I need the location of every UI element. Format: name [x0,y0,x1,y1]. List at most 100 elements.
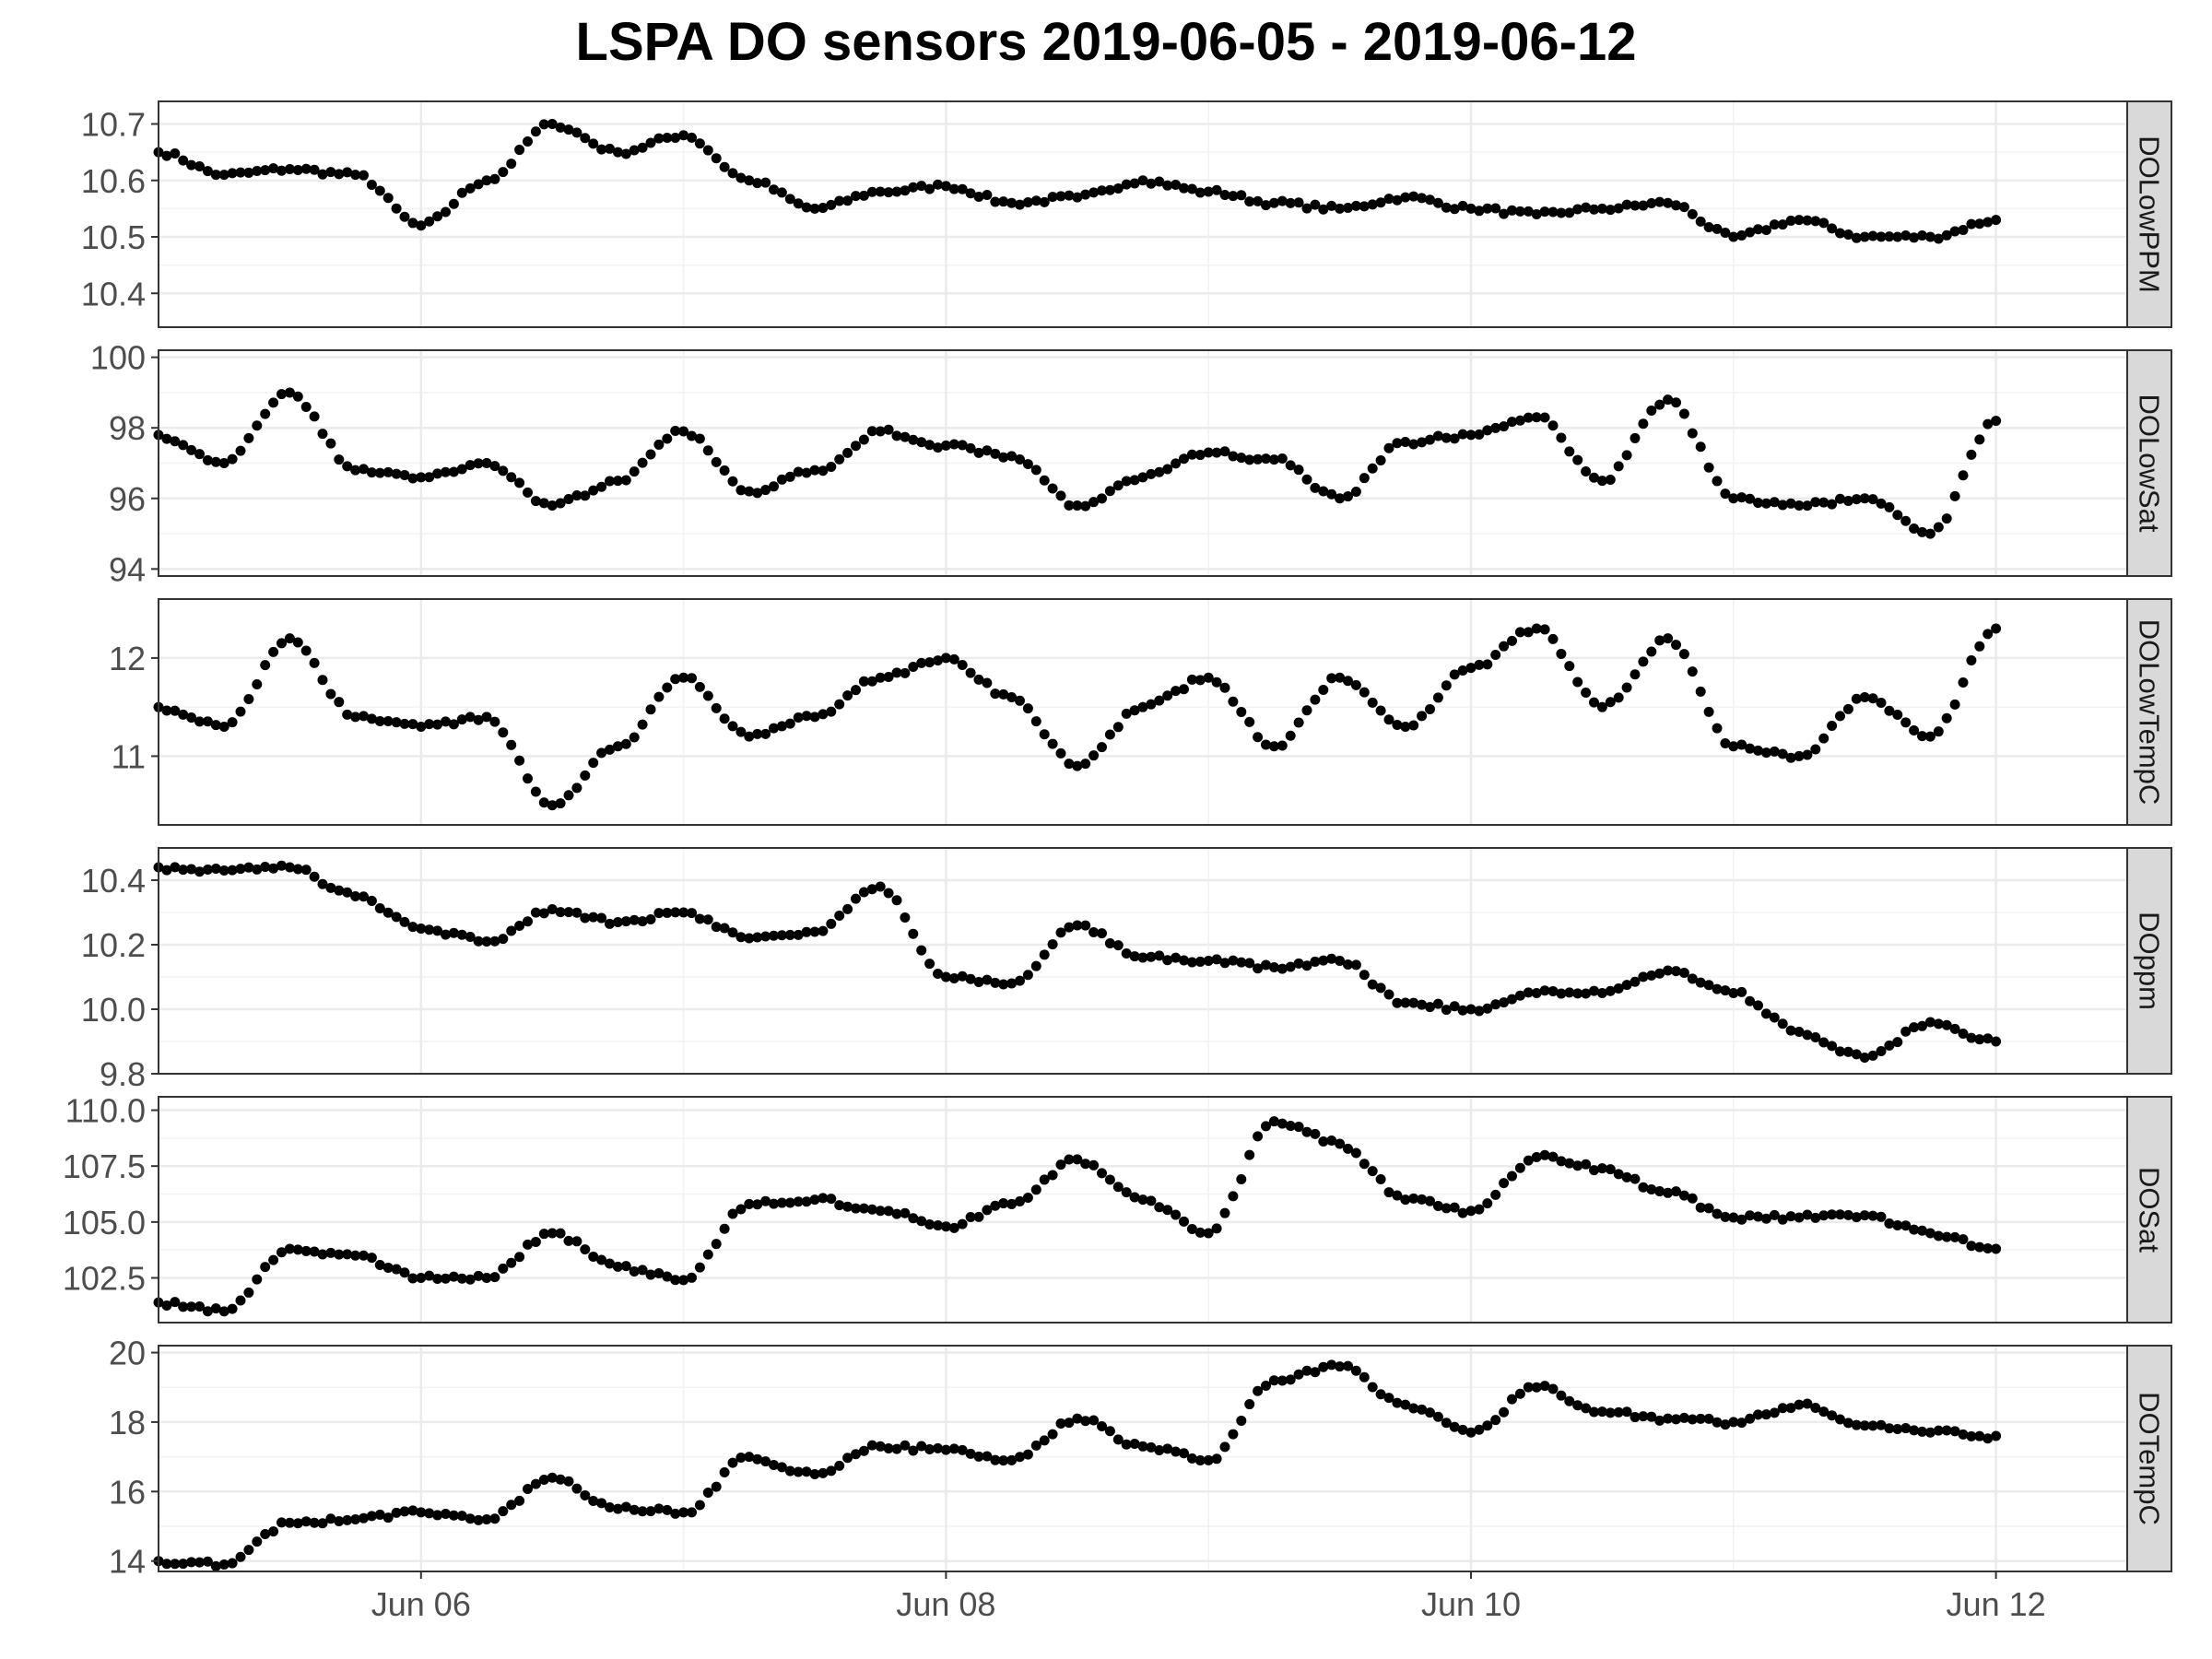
data-point [1425,1407,1435,1418]
data-point [883,671,894,682]
data-point [620,738,631,749]
data-point [1663,197,1674,208]
data-point [1842,703,1853,714]
data-point [1482,1003,1493,1014]
data-point [653,1268,665,1279]
facet-strip [2126,100,2172,328]
data-point [588,1496,599,1507]
data-point [818,1193,829,1204]
data-point [1794,750,1805,761]
data-point [325,438,336,449]
data-point [1293,197,1304,208]
data-point [1933,1425,1944,1436]
data-point [416,924,427,934]
data-point [883,1206,894,1217]
data-point [1810,1402,1821,1413]
data-point [276,165,287,176]
data-point [325,167,336,178]
data-point [563,1476,574,1487]
data-point [1146,699,1157,710]
data-point [883,888,894,899]
y-tick-label: 18 [109,1404,146,1441]
data-point [1343,676,1353,687]
data-point [325,1513,336,1524]
data-point [1760,1213,1771,1224]
data-point [1966,218,1977,229]
data-point [1326,1135,1337,1146]
data-point [382,466,394,477]
data-point [1802,1398,1813,1409]
data-point [776,1197,787,1208]
data-point [719,923,730,934]
data-point [235,864,246,875]
data-point [1720,488,1731,500]
data-point [366,895,377,906]
data-point [1884,1040,1895,1051]
data-point [448,927,459,938]
data-point [498,727,509,738]
data-point [1457,1424,1468,1435]
data-point [687,430,697,441]
data-point [809,203,820,214]
y-tick-label: 12 [109,640,146,677]
data-point [580,133,591,144]
data-point [1162,690,1173,701]
data-point [1015,1452,1025,1463]
data-point [1547,1383,1559,1394]
data-point [1523,627,1534,638]
data-point [1285,197,1296,208]
data-point [1482,425,1493,436]
data-point [1785,215,1796,226]
data-point [498,1263,509,1274]
data-point [1097,1421,1107,1432]
data-point [842,903,853,914]
data-point [1514,1162,1525,1173]
data-point [432,211,443,222]
data-point [948,972,959,983]
data-point [1104,937,1115,948]
data-point [1958,1429,1969,1440]
data-point [456,1511,467,1522]
data-point [957,183,968,194]
data-point [1236,453,1247,464]
data-point [1417,437,1428,448]
data-point [1892,709,1903,720]
data-point [1941,513,1952,524]
data-point [1219,1207,1230,1218]
data-point [334,169,345,180]
data-point [653,439,665,450]
data-point [1695,441,1706,453]
data-point [530,126,541,137]
data-point [1678,649,1689,660]
data-point [1441,202,1452,213]
data-point [1006,692,1018,703]
data-point [940,653,951,664]
data-point [1039,1174,1050,1185]
data-point [973,1211,984,1222]
y-tick-label: 14 [109,1543,146,1581]
data-point [1859,692,1870,703]
y-tick-label: 10.0 [81,991,146,1029]
data-point [735,726,747,737]
data-point [940,181,951,192]
data-point [1736,492,1747,503]
data-point [555,1228,566,1239]
data-point [342,1514,353,1525]
data-point [161,1300,172,1312]
data-point [334,1249,345,1260]
data-point [842,447,853,458]
data-point [407,1273,418,1284]
data-point [1293,958,1304,969]
data-point [1268,197,1279,208]
data-point [1835,228,1845,239]
data-point [1112,182,1124,194]
data-point [1400,192,1411,203]
data-point [957,1218,968,1230]
data-point [252,1274,263,1285]
data-point [523,136,533,147]
data-point [826,1194,837,1205]
data-point [858,1203,869,1214]
data-point [309,164,320,175]
data-point [1047,1429,1058,1440]
data-point [1244,196,1255,207]
